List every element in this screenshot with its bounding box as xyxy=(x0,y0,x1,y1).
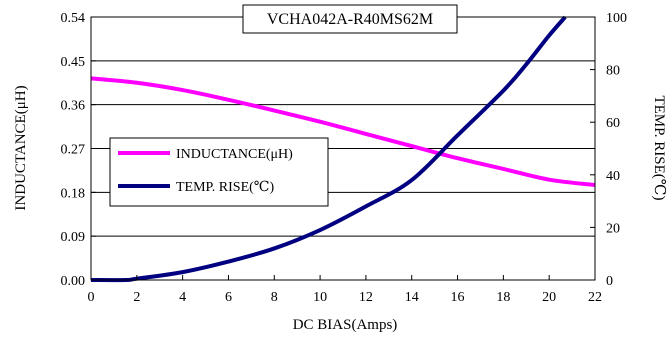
axis-ticks: 0.000.090.180.270.360.450.54020406080100… xyxy=(61,11,628,305)
legend-label-temp-rise: TEMP. RISE(℃) xyxy=(176,180,274,195)
y-left-tick-label: 0.00 xyxy=(61,274,86,289)
x-tick-label: 0 xyxy=(88,290,95,305)
x-tick-label: 10 xyxy=(313,290,327,305)
x-tick-label: 14 xyxy=(405,290,419,305)
x-tick-label: 20 xyxy=(542,290,556,305)
y-right-tick-label: 60 xyxy=(606,116,620,131)
series-line-temp-rise xyxy=(90,15,567,283)
y-left-tick-label: 0.54 xyxy=(61,11,86,26)
y-right-tick-label: 100 xyxy=(606,11,627,26)
series-lines xyxy=(90,15,596,283)
title-box xyxy=(242,4,458,34)
series-line-inductance xyxy=(90,76,596,188)
x-tick-label: 18 xyxy=(496,290,510,305)
y-left-tick-label: 0.36 xyxy=(61,99,86,114)
y-right-axis-label: TEMP. RISE(℃) xyxy=(651,95,667,200)
x-tick-label: 6 xyxy=(225,290,232,305)
y-left-axis-label: INDUCTANCE(μH) xyxy=(13,85,29,210)
x-axis-label: DC BIAS(Amps) xyxy=(293,317,398,333)
y-right-tick-label: 40 xyxy=(606,169,620,184)
x-tick-label: 22 xyxy=(588,290,602,305)
x-tick-label: 2 xyxy=(133,290,140,305)
y-left-tick-label: 0.45 xyxy=(61,55,86,70)
x-tick-label: 8 xyxy=(271,290,278,305)
y-right-tick-label: 0 xyxy=(606,274,613,289)
legend: INDUCTANCE(μH) TEMP. RISE(℃) xyxy=(109,137,329,207)
chart-title: VCHA042A-R40MS62M xyxy=(267,11,433,28)
legend-box xyxy=(109,137,329,207)
y-right-tick-label: 80 xyxy=(606,64,620,79)
x-tick-label: 12 xyxy=(359,290,373,305)
y-left-tick-label: 0.09 xyxy=(61,230,86,245)
y-right-tick-label: 20 xyxy=(606,221,620,236)
legend-label-inductance: INDUCTANCE(μH) xyxy=(176,147,293,162)
x-tick-label: 16 xyxy=(451,290,465,305)
x-tick-label: 4 xyxy=(179,290,186,305)
y-left-tick-label: 0.18 xyxy=(61,186,86,201)
y-left-tick-label: 0.27 xyxy=(61,143,86,158)
